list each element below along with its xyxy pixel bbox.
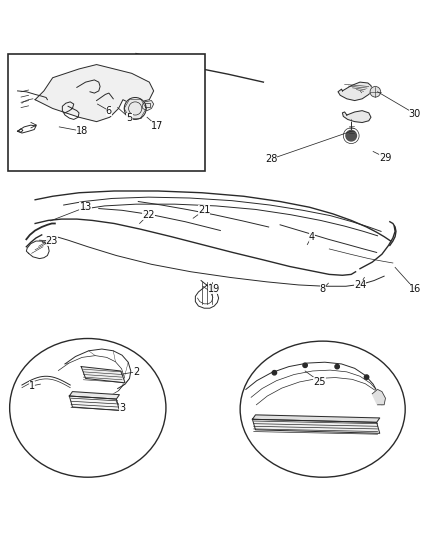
Circle shape xyxy=(124,98,146,119)
Polygon shape xyxy=(337,82,371,101)
Circle shape xyxy=(302,363,307,367)
Text: 23: 23 xyxy=(46,236,58,246)
Text: 13: 13 xyxy=(79,202,92,212)
Circle shape xyxy=(272,370,276,375)
Text: 18: 18 xyxy=(76,126,88,136)
Polygon shape xyxy=(142,101,153,111)
Polygon shape xyxy=(35,64,153,122)
Polygon shape xyxy=(69,396,119,410)
Text: 8: 8 xyxy=(319,284,325,294)
Polygon shape xyxy=(69,392,119,399)
Bar xyxy=(8,54,204,171)
Text: 24: 24 xyxy=(353,280,365,290)
Text: 5: 5 xyxy=(126,113,132,123)
Text: 28: 28 xyxy=(265,154,277,164)
Polygon shape xyxy=(371,390,385,405)
Text: 2: 2 xyxy=(133,367,139,377)
Text: 6: 6 xyxy=(106,106,112,116)
Circle shape xyxy=(345,131,356,141)
Text: 4: 4 xyxy=(308,232,314,241)
Text: 1: 1 xyxy=(28,381,35,391)
Circle shape xyxy=(369,86,380,97)
Text: 17: 17 xyxy=(151,121,163,131)
Text: 29: 29 xyxy=(378,152,391,163)
Text: 19: 19 xyxy=(208,284,220,294)
Text: 3: 3 xyxy=(119,403,125,413)
Polygon shape xyxy=(252,419,379,433)
Circle shape xyxy=(364,375,368,379)
Text: 22: 22 xyxy=(142,209,154,220)
Text: 16: 16 xyxy=(408,284,420,294)
Text: 30: 30 xyxy=(408,109,420,119)
Text: 25: 25 xyxy=(313,376,325,386)
Polygon shape xyxy=(81,367,125,383)
Polygon shape xyxy=(342,111,370,123)
Polygon shape xyxy=(252,415,379,422)
Text: 21: 21 xyxy=(198,205,210,215)
Circle shape xyxy=(334,365,339,369)
